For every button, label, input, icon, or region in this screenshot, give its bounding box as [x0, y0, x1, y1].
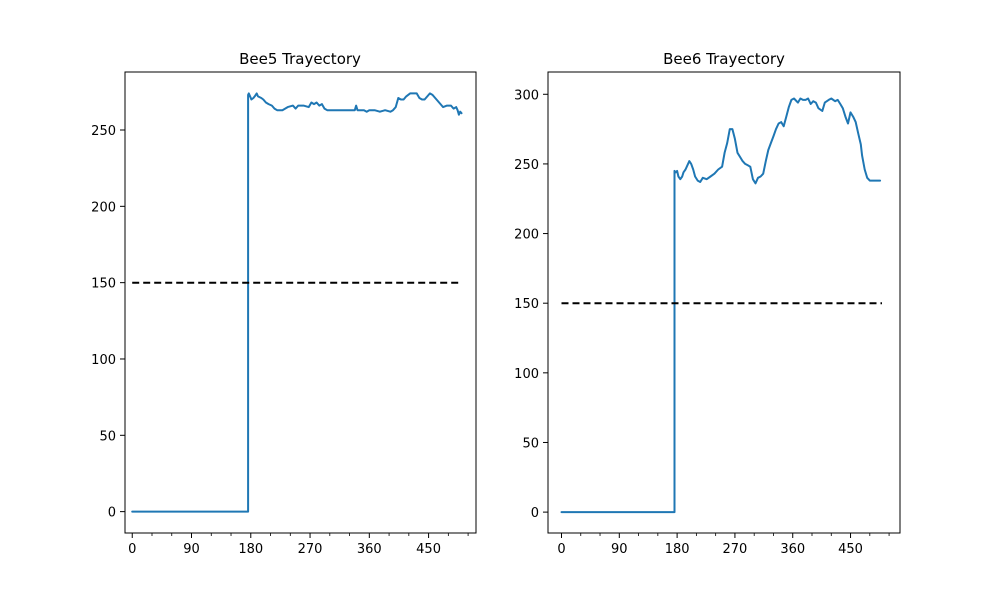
- x-axis: 0 90 180 270 360 450: [128, 533, 469, 557]
- chart-title: Bee6 Trayectory: [663, 50, 785, 68]
- trajectory-line: [131, 92, 463, 513]
- x-tick-label: 270: [298, 542, 323, 557]
- x-tick-label: 90: [611, 542, 628, 557]
- bee6-chart: Bee6 Trayectory 0 90 180 270 360 450 0 50 100 15…: [514, 50, 901, 557]
- x-tick-label: 270: [723, 542, 748, 557]
- x-tick-label: 450: [416, 542, 441, 557]
- x-tick-label: 180: [665, 542, 690, 557]
- x-tick-label: 360: [357, 542, 382, 557]
- axes-frame: [547, 71, 901, 534]
- y-tick-label: 150: [91, 277, 116, 292]
- y-tick-label: 100: [514, 367, 539, 382]
- y-tick-label: 50: [522, 436, 539, 451]
- x-tick-label: 90: [183, 542, 200, 557]
- y-tick-label: 200: [514, 228, 539, 243]
- x-tick-label: 180: [238, 542, 263, 557]
- plot-area: [560, 97, 882, 514]
- x-tick-label: 0: [128, 542, 136, 557]
- x-tick-label: 0: [557, 542, 565, 557]
- x-axis: 0 90 180 270 360 450: [557, 533, 890, 557]
- axes-frame: [124, 71, 477, 534]
- y-axis: 0 50 100 150 200 250: [91, 124, 125, 521]
- y-tick-label: 250: [91, 124, 116, 139]
- x-tick-label: 360: [780, 542, 805, 557]
- plot-area: [131, 92, 463, 513]
- chart-title: Bee5 Trayectory: [239, 50, 361, 68]
- y-tick-label: 50: [99, 429, 116, 444]
- y-tick-label: 100: [91, 353, 116, 368]
- x-tick-label: 450: [838, 542, 863, 557]
- y-tick-label: 0: [531, 506, 539, 521]
- y-axis: 0 50 100 150 200 250 300: [514, 88, 548, 521]
- y-tick-label: 200: [91, 200, 116, 215]
- trajectory-line: [560, 97, 882, 514]
- y-tick-label: 150: [514, 297, 539, 312]
- bee5-chart: Bee5 Trayectory 0 90 180 270 360 450 0 50 100 15…: [91, 50, 477, 557]
- y-tick-label: 300: [514, 88, 539, 103]
- y-tick-label: 250: [514, 158, 539, 173]
- y-tick-label: 0: [108, 506, 116, 521]
